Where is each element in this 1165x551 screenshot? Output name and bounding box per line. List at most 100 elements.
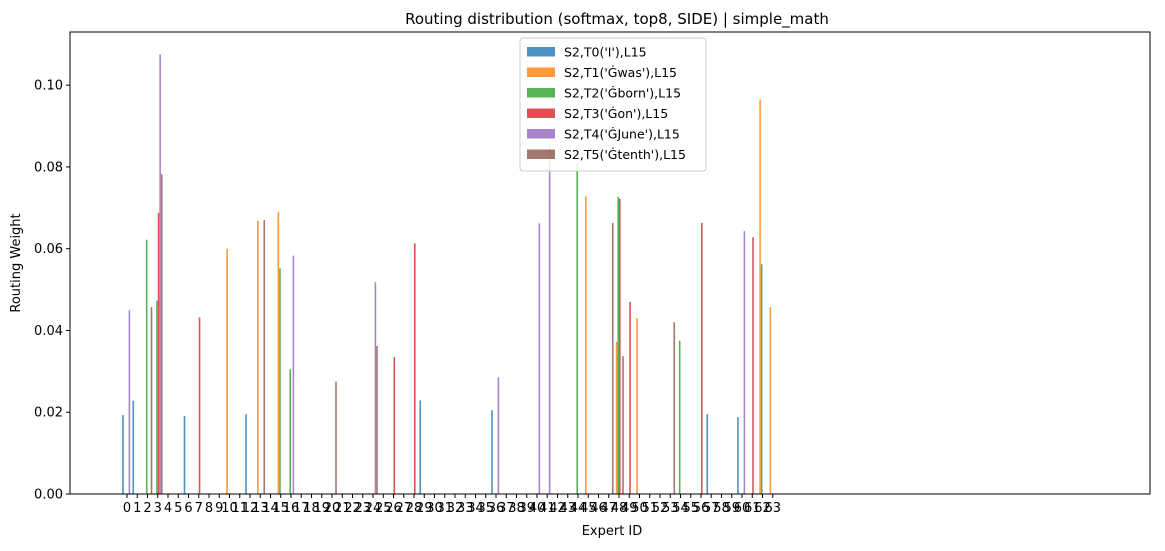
bar-series-4-expert-41 [548, 142, 551, 494]
x-tick-label: 6 [184, 501, 192, 516]
x-tick-label: 39 [518, 501, 535, 516]
bar-series-1-expert-48 [615, 341, 618, 494]
x-tick-label: 27 [395, 501, 412, 516]
bar-series-0-expert-6 [183, 415, 186, 494]
x-tick-label: 52 [652, 501, 669, 516]
chart-title: Routing distribution (softmax, top8, SID… [405, 10, 829, 29]
legend-label: S2,T3('Ġon'),L15 [564, 105, 668, 121]
x-tick-label: 40 [529, 501, 546, 516]
bar-series-5-expert-24 [376, 346, 378, 494]
x-tick-label: 56 [693, 501, 710, 516]
x-tick-label: 29 [416, 501, 433, 516]
x-tick-label: 43 [559, 501, 576, 516]
x-tick-label: 50 [631, 501, 648, 516]
x-tick-label: 61 [744, 501, 761, 516]
y-tick-label: 0.06 [34, 242, 63, 257]
bar-series-3-expert-7 [198, 317, 201, 494]
x-tick-label: 60 [734, 501, 751, 516]
bar-series-0-expert-12 [245, 414, 247, 494]
x-tick-label: 41 [539, 501, 556, 516]
x-tick-label: 30 [426, 501, 443, 516]
bar-series-2-expert-2 [145, 239, 148, 494]
bar-series-5-expert-48 [622, 356, 624, 494]
legend-label: S2,T4('ĠJune'),L15 [564, 126, 680, 142]
y-tick-label: 0.00 [34, 488, 63, 503]
x-tick-label: 18 [303, 501, 320, 516]
legend-swatch [527, 47, 555, 57]
x-tick-label: 25 [375, 501, 392, 516]
x-axis: 0 1 2 3 4 5 6 7 8 9101112131415161718192021222324… [123, 494, 781, 516]
bar-series-0-expert-57 [706, 414, 709, 494]
x-tick-label: 47 [600, 501, 617, 516]
y-tick-label: 0.08 [34, 160, 63, 175]
bar-series-4-expert-40 [538, 223, 541, 494]
bar-series-2-expert-16 [289, 369, 291, 494]
x-tick-label: 38 [508, 501, 525, 516]
x-tick-label: 11 [231, 501, 248, 516]
x-tick-label: 15 [272, 501, 289, 516]
x-tick-label: 44 [570, 501, 587, 516]
bar-series-5-expert-3 [160, 174, 163, 494]
plot-frame [69, 31, 1151, 495]
bar-series-0-expert-60 [737, 417, 739, 494]
x-tick-label: 49 [621, 501, 638, 516]
x-tick-label: 59 [723, 501, 740, 516]
x-tick-label: 12 [242, 501, 259, 516]
x-tick-label: 31 [436, 501, 453, 516]
x-tick-label: 0 [123, 501, 131, 516]
bar-series-2-expert-44 [576, 163, 578, 494]
x-tick-label: 5 [174, 501, 182, 516]
bar-series-3-expert-3 [157, 212, 160, 494]
bar-series-3-expert-49 [629, 301, 631, 494]
x-tick-label: 48 [611, 501, 628, 516]
bar-series-1-expert-62 [759, 99, 761, 495]
legend-label: S2,T2('Ġborn'),L15 [564, 85, 681, 101]
x-tick-label: 53 [662, 501, 679, 516]
bar-series-3-expert-28 [414, 243, 416, 494]
x-tick-label: 63 [764, 501, 781, 516]
legend-swatch [527, 129, 555, 139]
bar-series-0-expert-36 [491, 410, 493, 494]
bar-series-1-expert-63 [769, 307, 772, 494]
x-tick-label: 36 [488, 501, 505, 516]
y-tick-label: 0.02 [34, 406, 63, 421]
x-tick-label: 57 [703, 501, 720, 516]
legend-swatch [527, 88, 555, 98]
bar-series-5-expert-47 [611, 222, 614, 494]
x-tick-label: 54 [672, 501, 689, 516]
y-tick-label: 0.10 [34, 79, 63, 94]
x-tick-label: 13 [252, 501, 269, 516]
bar-series-3-expert-26 [393, 357, 396, 494]
bar-series-1-expert-13 [257, 220, 259, 494]
bar-series-5-expert-20 [335, 381, 337, 494]
x-tick-label: 32 [447, 501, 464, 516]
x-tick-label: 9 [215, 501, 223, 516]
bar-series-4-expert-16 [292, 255, 295, 494]
bar-series-1-expert-10 [226, 248, 228, 494]
y-tick-label: 0.04 [34, 324, 63, 339]
x-tick-label: 42 [549, 501, 566, 516]
x-tick-label: 24 [365, 501, 382, 516]
x-axis-label: Expert ID [582, 524, 643, 539]
bars-layer [122, 54, 772, 495]
bar-series-4-expert-24 [374, 282, 377, 494]
bar-series-0-expert-0 [122, 415, 124, 494]
x-tick-label: 33 [457, 501, 474, 516]
x-tick-label: 35 [477, 501, 494, 516]
x-tick-label: 23 [354, 501, 371, 516]
x-tick-label: 55 [682, 501, 699, 516]
y-axis: 0.00 0.02 0.04 0.06 0.08 0.10 [34, 79, 70, 503]
bar-series-0-expert-1 [132, 400, 135, 494]
legend: S2,T0('I'),L15 S2,T1('Ġwas'),L15 S2,T2('Ġb… [519, 37, 707, 172]
bar-series-5-expert-2 [150, 307, 153, 494]
bar-series-2-expert-3 [156, 300, 158, 494]
bar-series-5-expert-13 [263, 220, 266, 494]
bar-series-3-expert-56 [701, 222, 703, 494]
legend-label: S2,T0('I'),L15 [564, 45, 647, 60]
x-tick-label: 10 [221, 501, 238, 516]
legend-swatch [527, 108, 555, 118]
bar-series-4-expert-3 [159, 54, 161, 495]
x-tick-label: 62 [754, 501, 771, 516]
x-tick-label: 22 [344, 501, 361, 516]
x-tick-label: 3 [154, 501, 162, 516]
